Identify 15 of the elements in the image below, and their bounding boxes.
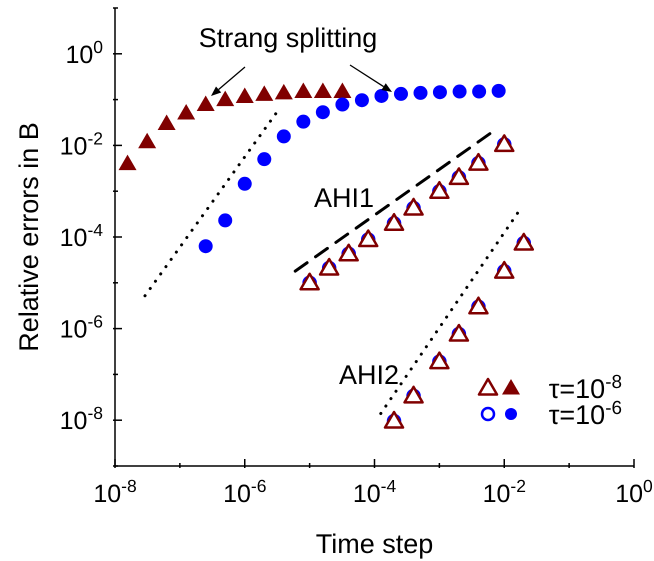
annotation: AHI2 [338, 360, 400, 390]
y-tick-label: 10$^{-6}$ [60, 312, 103, 344]
x-tick-label: 10$^{-6}$ [223, 476, 266, 508]
x-tick-label: 10$^{-8}$ [93, 476, 137, 508]
annotation: Strang splitting [198, 23, 378, 53]
y-tick-label: 10$^{-4}$ [60, 220, 104, 252]
annotation: AHI1 [314, 183, 374, 213]
x-tick-label: 10$^{-4}$ [352, 476, 396, 508]
x-tick-label: 10$^{0}$ [615, 476, 654, 508]
x-tick-label: 10$^{-2}$ [482, 476, 526, 508]
y-tick-label: 10$^{0}$ [65, 36, 104, 69]
y-axis-title: Relative errors in B [14, 122, 44, 352]
y-tick-label: 10$^{-2}$ [60, 128, 103, 160]
x-axis-title: Time step [316, 529, 434, 559]
y-tick-label: 10$^{-8}$ [60, 403, 103, 436]
